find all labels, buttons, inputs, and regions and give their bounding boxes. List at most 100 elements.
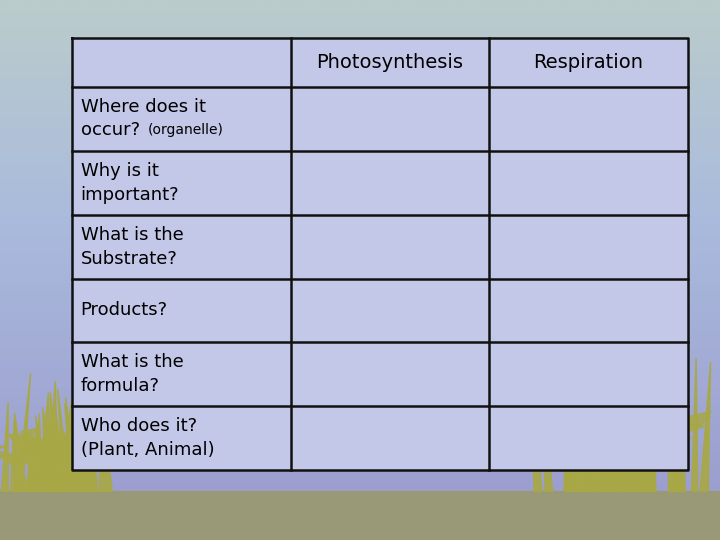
Polygon shape [605,387,616,491]
Polygon shape [14,441,52,458]
Polygon shape [63,438,93,453]
Text: What is the
formula?: What is the formula? [81,353,184,395]
Polygon shape [620,384,629,491]
Polygon shape [81,434,102,444]
Polygon shape [36,414,42,491]
Polygon shape [634,426,669,442]
Polygon shape [617,394,629,491]
Polygon shape [590,391,600,491]
Polygon shape [570,396,580,491]
Polygon shape [581,439,617,455]
Polygon shape [675,346,685,491]
Polygon shape [637,351,649,491]
Text: Where does it: Where does it [81,98,206,117]
Polygon shape [588,376,601,491]
Polygon shape [47,421,58,491]
Polygon shape [549,431,567,440]
Polygon shape [27,429,39,491]
Polygon shape [0,442,5,451]
Polygon shape [53,428,87,444]
Polygon shape [47,381,58,491]
Polygon shape [602,433,638,449]
Polygon shape [657,432,677,441]
Polygon shape [618,381,629,491]
Polygon shape [651,428,678,439]
Polygon shape [599,418,609,491]
Polygon shape [570,441,602,456]
Polygon shape [83,397,92,491]
Polygon shape [667,381,680,491]
Polygon shape [572,431,600,444]
Polygon shape [584,402,595,491]
Polygon shape [88,439,111,449]
Polygon shape [8,434,44,450]
Polygon shape [551,441,590,458]
Text: (organelle): (organelle) [148,123,223,137]
Polygon shape [58,400,72,491]
Text: Respiration: Respiration [534,53,644,72]
Polygon shape [651,420,680,433]
Polygon shape [564,406,575,491]
Polygon shape [55,404,65,491]
Polygon shape [680,411,711,426]
Polygon shape [611,431,645,447]
Polygon shape [71,440,99,453]
Polygon shape [613,420,644,434]
Polygon shape [32,449,70,466]
Polygon shape [608,363,619,491]
Polygon shape [531,372,542,491]
Polygon shape [14,413,27,491]
Polygon shape [25,424,38,491]
Polygon shape [636,424,672,441]
Polygon shape [575,448,604,461]
Polygon shape [20,428,37,436]
Polygon shape [577,387,590,491]
Polygon shape [595,436,618,447]
Polygon shape [65,404,76,491]
Polygon shape [656,414,678,423]
Polygon shape [596,390,608,491]
Polygon shape [567,384,577,491]
Polygon shape [646,413,673,425]
Polygon shape [647,425,673,437]
Polygon shape [4,454,34,467]
Polygon shape [17,373,31,491]
Polygon shape [0,451,14,459]
Polygon shape [55,443,73,451]
Polygon shape [646,361,656,491]
Polygon shape [22,448,46,459]
Polygon shape [646,375,655,491]
Polygon shape [48,438,74,450]
Polygon shape [640,391,652,491]
Polygon shape [20,434,55,450]
Polygon shape [89,445,126,461]
Polygon shape [82,435,111,448]
Polygon shape [49,393,60,491]
Bar [0,491,720,540]
Polygon shape [629,374,642,491]
Text: What is the
Substrate?: What is the Substrate? [81,226,184,268]
Polygon shape [692,358,698,491]
Polygon shape [21,444,55,460]
Polygon shape [33,450,57,461]
Polygon shape [66,401,75,491]
Polygon shape [591,429,624,443]
Polygon shape [545,430,583,448]
Polygon shape [680,421,704,432]
Polygon shape [667,347,678,491]
Polygon shape [11,418,17,491]
Polygon shape [106,433,145,450]
Polygon shape [99,393,112,491]
Polygon shape [602,433,624,443]
Text: Who does it?
(Plant, Animal): Who does it? (Plant, Animal) [81,417,215,459]
Polygon shape [50,420,60,491]
Polygon shape [643,370,654,491]
Text: Photosynthesis: Photosynthesis [317,53,464,72]
Polygon shape [593,436,624,450]
Polygon shape [564,380,570,491]
Polygon shape [58,389,71,491]
Polygon shape [670,390,683,491]
Polygon shape [673,437,691,445]
Polygon shape [66,397,78,491]
Polygon shape [611,417,646,433]
